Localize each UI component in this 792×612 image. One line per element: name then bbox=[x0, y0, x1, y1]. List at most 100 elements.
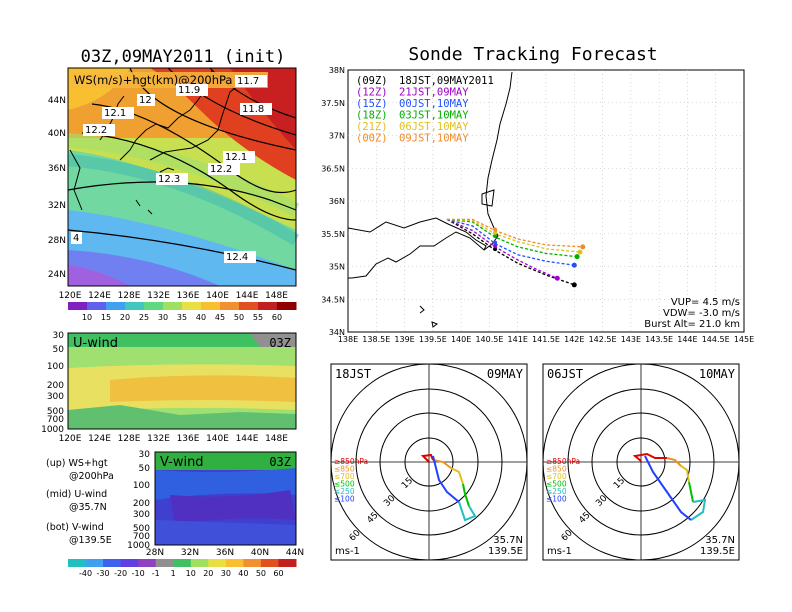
vwind-level-label: 100 bbox=[133, 481, 150, 491]
left-title: 03Z,09MAY2011 (init) bbox=[81, 47, 286, 67]
track-lon-label: 139.5E bbox=[419, 335, 447, 344]
hodograph-trace bbox=[462, 483, 470, 507]
hodograph-trace bbox=[420, 453, 434, 463]
track-line bbox=[446, 218, 578, 258]
hodograph-date: 09MAY bbox=[487, 367, 524, 381]
track-legend-run: (18Z) bbox=[356, 110, 388, 122]
track-burst-point bbox=[493, 240, 498, 245]
tracking-map bbox=[347, 69, 745, 333]
track-lon-label: 138.5E bbox=[362, 335, 390, 344]
wind-colorbar-label: 40 bbox=[238, 569, 248, 578]
ws-colorbar-swatch bbox=[201, 302, 221, 310]
wind-colorbar-swatch bbox=[278, 559, 297, 567]
hodograph-trace bbox=[450, 467, 464, 485]
vwind-level-label: 30 bbox=[139, 450, 151, 460]
ws-colorbar-label: 40 bbox=[196, 313, 206, 322]
track-legend-run: (15Z) bbox=[356, 98, 388, 110]
hodograph-06jst: 06JST 10MAYms-135.7N139.5E15304560≥850hPa… bbox=[542, 363, 740, 561]
track-line bbox=[446, 218, 575, 286]
track-lat-label: 35.5N bbox=[321, 230, 345, 239]
uwind-lon-label: 128E bbox=[118, 434, 141, 444]
hodograph-level-label: ≤250 bbox=[334, 487, 355, 496]
hodograph-date: 10MAY bbox=[699, 367, 736, 381]
wind-colorbar-label: 10 bbox=[186, 569, 196, 578]
track-lon-label: 142E bbox=[564, 335, 584, 344]
contour-label: 11.8 bbox=[242, 104, 264, 115]
wind-colorbar-swatch bbox=[68, 559, 87, 567]
track-landing-point bbox=[571, 282, 577, 288]
hodograph-level-label: ≤500 bbox=[334, 480, 355, 489]
track-lon-label: 143.5E bbox=[645, 335, 673, 344]
hodograph-level-label: ≤700 bbox=[546, 472, 567, 481]
ws-colorbar-label: 20 bbox=[120, 313, 130, 322]
vwind-level-label: 1000 bbox=[127, 541, 150, 551]
tracking-lat-ticks: 38N 37.5N 37N 36.5N 36N 35.5N 35N 34.5N 34N bbox=[321, 66, 345, 337]
lon-tick-label: 144E bbox=[236, 291, 259, 301]
track-lon-label: 145E bbox=[734, 335, 754, 344]
vwind-level-label: 500 bbox=[133, 524, 150, 534]
wind-colorbar-swatch bbox=[85, 559, 104, 567]
contour-label-bg bbox=[224, 251, 256, 263]
lat-tick-label: 44N bbox=[48, 96, 66, 106]
ws-colorbar-swatch bbox=[182, 302, 202, 310]
track-legend-run: (09Z) bbox=[356, 75, 388, 87]
hodograph-trace bbox=[632, 452, 667, 462]
lon-tick-label: 148E bbox=[265, 291, 288, 301]
ws-colorbar-swatch bbox=[239, 302, 259, 310]
wind-colorbar-label: 30 bbox=[221, 569, 231, 578]
wind-colorbar-label: -1 bbox=[152, 569, 160, 578]
vwind-lat-label: 44N bbox=[286, 548, 304, 558]
vwind-lat-label: 40N bbox=[251, 548, 269, 558]
track-landing-point bbox=[574, 254, 580, 260]
contour-label: 12.4 bbox=[226, 252, 248, 263]
ws-colorbar-swatch bbox=[144, 302, 164, 310]
wind-colorbar-swatch bbox=[120, 559, 139, 567]
track-legend-time: 18JST,09MAY2011 bbox=[399, 75, 494, 87]
hodograph-time: 18JST bbox=[335, 367, 371, 381]
track-legend-run: (00Z) bbox=[356, 133, 388, 145]
track-landing-point bbox=[571, 262, 577, 268]
wind-colorbar-label: 20 bbox=[203, 569, 213, 578]
wind-colorbar-label: 1 bbox=[171, 569, 176, 578]
track-lon-label: 144E bbox=[677, 335, 697, 344]
contour-label: 12.3 bbox=[158, 174, 180, 185]
uwind-level-label: 700 bbox=[47, 415, 64, 425]
track-landing-point bbox=[577, 249, 583, 255]
uwind-lon-label: 144E bbox=[236, 434, 259, 444]
right-title: Sonde Tracking Forecast bbox=[408, 44, 657, 65]
ws-map-lat-ticks: 44N 40N 36N 32N 28N 24N bbox=[48, 96, 66, 280]
lat-tick-label: 32N bbox=[48, 201, 66, 211]
contour-label: 12.2 bbox=[85, 125, 107, 136]
track-legend-time: 06JST,10MAY bbox=[399, 121, 469, 133]
uwind-lon-ticks: 120E 124E 128E 132E 136E 140E 144E 148E bbox=[59, 434, 289, 444]
track-lat-label: 35N bbox=[329, 263, 345, 272]
uwind-lon-label: 120E bbox=[59, 434, 82, 444]
contour-label: 11.9 bbox=[178, 85, 200, 96]
track-landing-point bbox=[580, 244, 586, 250]
ws-colorbar-swatch bbox=[277, 302, 297, 310]
hodograph-lat: 35.7N bbox=[705, 535, 735, 546]
wind-colorbar-swatch bbox=[138, 559, 157, 567]
ws-colorbar-swatch bbox=[125, 302, 145, 310]
ws-map-lon-ticks: 120E 124E 128E 132E 136E 140E 144E 148E bbox=[59, 291, 289, 301]
ws-colorbar-label: 55 bbox=[253, 313, 263, 322]
hodograph-level-label: ≥850hPa bbox=[334, 457, 368, 466]
ws-colorbar-label: 10 bbox=[82, 313, 92, 322]
contour-label-bg bbox=[137, 94, 155, 106]
ws-colorbar-label: 50 bbox=[234, 313, 244, 322]
lat-tick-label: 28N bbox=[48, 236, 66, 246]
vwind-level-label: 700 bbox=[133, 532, 150, 542]
hodograph-trace bbox=[688, 481, 694, 503]
track-lon-label: 144.5E bbox=[702, 335, 730, 344]
uwind-level-label: 1000 bbox=[41, 425, 64, 435]
tracking-legend: (09Z) 18JST,09MAY2011 (12Z) 21JST,09MAY (15Z… bbox=[356, 75, 494, 145]
contour-label: 4 bbox=[73, 233, 79, 244]
lat-tick-label: 24N bbox=[48, 270, 66, 280]
wind-colorbar-label: -40 bbox=[79, 569, 92, 578]
ws-colorbar-swatch bbox=[258, 302, 278, 310]
vwind-panel bbox=[154, 451, 297, 546]
track-lat-label: 34.5N bbox=[321, 295, 345, 304]
track-param: VUP= 4.5 m/s bbox=[671, 297, 740, 308]
